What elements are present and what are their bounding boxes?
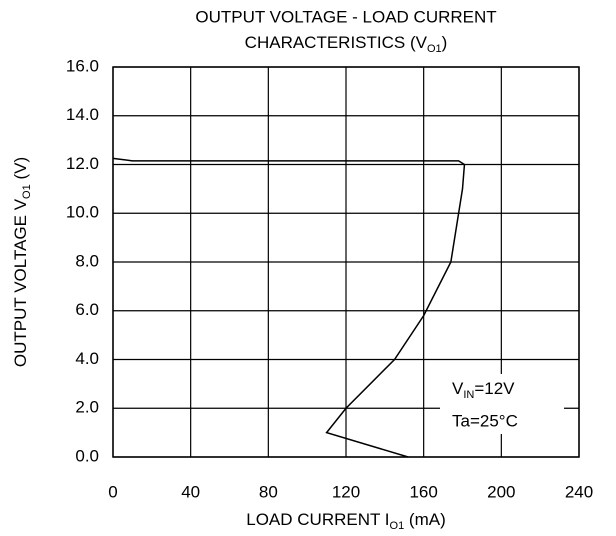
title-part: ) [442,33,448,52]
annotation: VIN=12V [452,379,515,400]
x-tick-label: 160 [409,482,437,501]
x-tick-label: 40 [181,482,200,501]
y-tick-label: 0.0 [75,446,99,465]
label-sub: O1 [390,520,405,532]
label-part: (mA) [404,510,446,529]
grid [112,66,580,458]
plot-frame [112,66,580,458]
x-tick-label: 0 [108,482,117,501]
title-part: CHARACTERISTICS (V [245,33,428,52]
y-tick-label: 6.0 [75,300,99,319]
annotation-box [440,374,564,434]
data-line [112,157,466,458]
annotation-part: =12V [474,379,515,398]
x-tick-label: 240 [565,482,593,501]
label-part: OUTPUT VOLTAGE V [11,198,30,367]
y-tick-label: 12.0 [66,154,99,173]
y-tick-label: 10.0 [66,203,99,222]
x-tick-label: 200 [487,482,515,501]
label-part: (V) [11,157,30,184]
y-tick-label: 16.0 [66,56,99,75]
chart-title: CHARACTERISTICS (VO1) [245,33,448,54]
x-tick-label: 120 [332,482,360,501]
annotation-part: V [452,379,464,398]
y-tick-label: 2.0 [75,398,99,417]
annotation: Ta=25°C [452,411,518,430]
label-part: LOAD CURRENT I [246,510,389,529]
y-tick-label: 4.0 [75,349,99,368]
annotation-sub: IN [463,389,474,401]
x-tick-label: 80 [259,482,278,501]
title-sub: O1 [427,43,442,55]
chart-title: OUTPUT VOLTAGE - LOAD CURRENT [195,7,496,26]
label-sub: O1 [21,184,33,199]
y-axis-label: OUTPUT VOLTAGE VO1 (V) [11,157,32,367]
plot [112,157,466,458]
y-tick-label: 14.0 [66,105,99,124]
y-tick-label: 8.0 [75,251,99,270]
x-axis-label: LOAD CURRENT IO1 (mA) [246,510,446,531]
